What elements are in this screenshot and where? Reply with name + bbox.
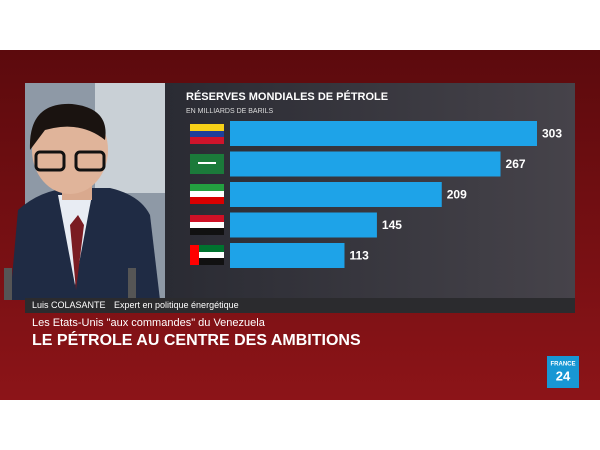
chart-subtitle: EN MILLIARDS DE BARILS: [186, 108, 273, 115]
value-label: 145: [382, 218, 402, 232]
bar: [230, 212, 377, 238]
flag-saudi-arabia: [190, 154, 224, 174]
guest-role: Expert en politique énergétique: [114, 300, 239, 310]
bar: [230, 243, 345, 268]
value-label: 303: [542, 127, 562, 141]
bar: [230, 121, 537, 146]
value-label: 113: [349, 249, 369, 263]
value-label: 209: [447, 188, 467, 202]
flag-iraq: [190, 215, 224, 235]
headline: LE PÉTROLE AU CENTRE DES AMBITIONS: [32, 330, 361, 349]
bars: 303 267 209 145 113: [230, 121, 562, 268]
chart-title: RÉSERVES MONDIALES DE PÉTROLE: [186, 90, 388, 103]
bar: [230, 151, 501, 177]
kicker: Les Etats-Unis "aux commandes" du Venezu…: [32, 317, 266, 329]
flag-venezuela: [190, 124, 224, 144]
flag-iran: [190, 184, 224, 204]
flag-uae: [190, 245, 224, 265]
presenter-video: [4, 83, 165, 300]
bar: [230, 182, 442, 207]
guest-name: Luis COLASANTE: [32, 300, 106, 310]
logo: [547, 356, 579, 388]
value-label: 267: [506, 157, 526, 171]
name-bar: [25, 298, 575, 313]
logo-number: 24: [556, 368, 571, 383]
logo-text: FRANCE: [551, 362, 576, 368]
